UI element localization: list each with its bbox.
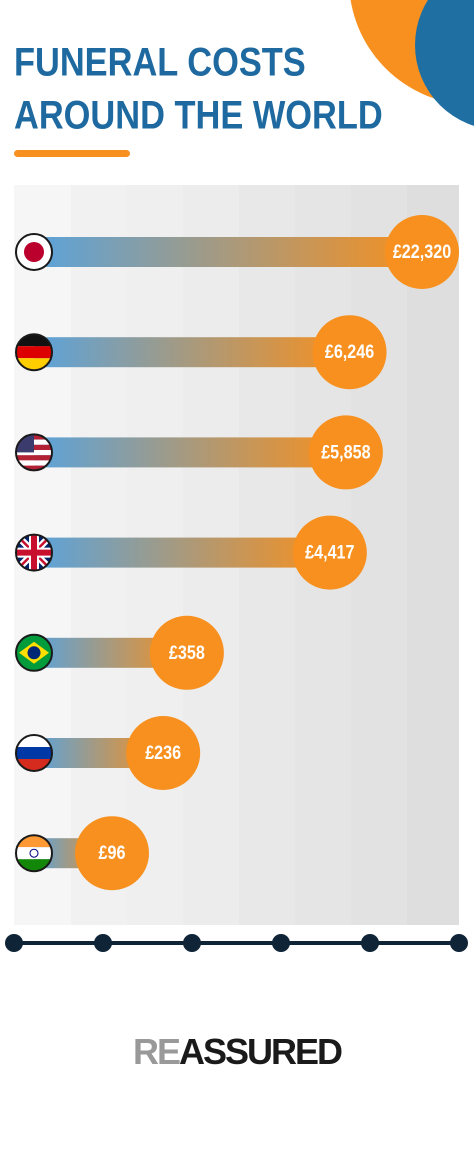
flag-border xyxy=(15,533,53,572)
value-bubble xyxy=(75,816,149,891)
flag xyxy=(15,433,53,472)
flag xyxy=(15,633,53,672)
flag-part xyxy=(16,465,52,471)
flag-border xyxy=(15,633,53,672)
bar xyxy=(34,237,422,267)
flag-border xyxy=(15,233,53,271)
title: FUNERAL COSTS AROUND THE WORLD xyxy=(14,39,383,137)
flag-part xyxy=(16,847,52,860)
flag-body xyxy=(16,234,52,270)
value-label: £96 xyxy=(99,842,126,864)
value-label: £358 xyxy=(169,642,205,664)
flag-border xyxy=(15,834,53,873)
flag-body xyxy=(16,634,52,671)
flag xyxy=(15,333,53,372)
flag-body xyxy=(16,534,52,571)
value-bubble xyxy=(149,615,224,690)
bar xyxy=(34,337,350,368)
flag-border xyxy=(15,433,53,472)
value-label: £236 xyxy=(145,742,181,764)
bars: £22,320 £6,246 £5,858 £4,417 £358 £236 £96 xyxy=(15,215,459,891)
value-bubble xyxy=(312,315,387,390)
flag-part xyxy=(16,460,52,466)
bottom-axis xyxy=(5,934,468,952)
flag-part xyxy=(29,848,39,858)
value-bubble xyxy=(385,215,459,289)
flag xyxy=(15,834,53,873)
flag-part xyxy=(16,455,52,461)
value-label: £6,246 xyxy=(325,341,375,363)
title-line: AROUND THE WORLD xyxy=(14,92,383,137)
value-bubble xyxy=(292,515,367,590)
bar xyxy=(34,537,330,568)
flag-border xyxy=(15,333,53,372)
title-line: FUNERAL COSTS xyxy=(14,39,306,84)
value-label: £5,858 xyxy=(321,441,371,463)
value-label: £4,417 xyxy=(305,541,355,563)
title-underline xyxy=(14,150,130,157)
flag xyxy=(15,734,53,772)
value-bubble xyxy=(126,716,201,790)
corner-blue xyxy=(415,0,474,126)
value-bubble xyxy=(308,415,383,490)
flag-border xyxy=(15,734,53,772)
value-label: £22,320 xyxy=(393,241,452,263)
flag-part xyxy=(24,242,44,262)
logo: REASSURED xyxy=(133,1031,342,1072)
flag xyxy=(15,533,53,572)
flag-part xyxy=(16,450,52,456)
flag-part xyxy=(16,747,52,759)
flag-part xyxy=(16,534,52,571)
bar xyxy=(34,437,346,468)
flag-part xyxy=(16,346,52,359)
logo-part: RE xyxy=(133,1031,180,1072)
logo-part: ASSURED xyxy=(179,1031,342,1072)
flag-part xyxy=(27,646,41,660)
flag xyxy=(15,233,53,271)
